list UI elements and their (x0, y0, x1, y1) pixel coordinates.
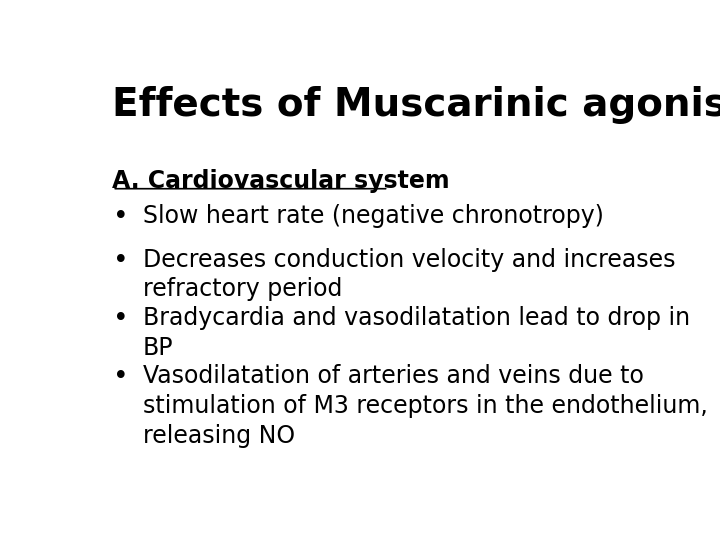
Text: Decreases conduction velocity and increases
refractory period: Decreases conduction velocity and increa… (143, 248, 675, 301)
Text: Vasodilatation of arteries and veins due to
stimulation of M3 receptors in the e: Vasodilatation of arteries and veins due… (143, 364, 708, 448)
Text: Slow heart rate (negative chronotropy): Slow heart rate (negative chronotropy) (143, 204, 604, 228)
Text: •: • (113, 248, 128, 274)
Text: •: • (113, 364, 128, 390)
Text: •: • (113, 306, 128, 332)
Text: Bradycardia and vasodilatation lead to drop in
BP: Bradycardia and vasodilatation lead to d… (143, 306, 690, 360)
Text: •: • (113, 204, 128, 230)
Text: A. Cardiovascular system: A. Cardiovascular system (112, 168, 450, 193)
Text: Effects of Muscarinic agonists: Effects of Muscarinic agonists (112, 85, 720, 124)
